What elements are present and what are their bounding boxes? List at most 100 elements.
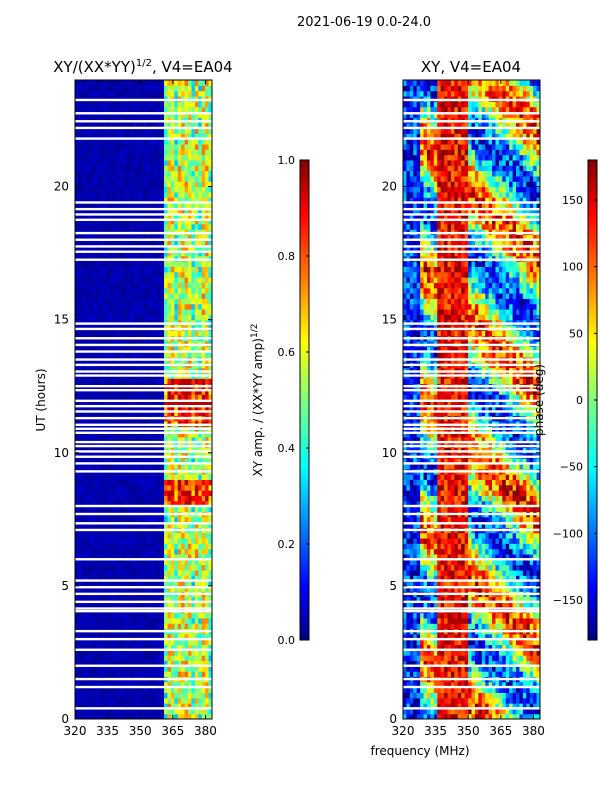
flagged-row — [75, 98, 212, 102]
heatmap-cell — [174, 553, 179, 560]
heatmap-cell — [167, 303, 172, 310]
heatmap-cell — [208, 298, 212, 305]
heatmap-cell — [177, 90, 182, 97]
heatmap-cell — [177, 665, 182, 672]
heatmap-cell — [75, 639, 80, 646]
heatmap-cell — [133, 234, 138, 241]
heatmap-cell — [116, 207, 121, 214]
heatmap-cell — [95, 207, 100, 214]
heatmap-cell — [88, 436, 93, 443]
heatmap-cell — [129, 197, 134, 204]
heatmap-cell — [98, 436, 103, 443]
heatmap-cell — [98, 234, 103, 241]
heatmap-cell — [126, 697, 131, 704]
heatmap-cell — [81, 90, 86, 97]
heatmap-cell — [160, 463, 165, 470]
heatmap-cell — [153, 399, 158, 406]
heatmap-cell — [198, 580, 203, 587]
heatmap-cell — [481, 708, 486, 715]
heatmap-cell — [95, 484, 100, 491]
heatmap-cell — [153, 127, 158, 134]
heatmap-cell — [102, 394, 107, 401]
heatmap-cell — [119, 101, 124, 108]
heatmap-cell — [81, 287, 86, 294]
heatmap-cell — [143, 277, 148, 283]
heatmap-cell — [188, 410, 193, 417]
heatmap-cell — [177, 585, 182, 592]
flagged-row — [75, 231, 212, 235]
heatmap-cell — [153, 133, 158, 140]
heatmap-cell — [170, 101, 175, 108]
heatmap-cell — [160, 308, 165, 315]
heatmap-cell — [174, 303, 179, 310]
heatmap-cell — [102, 569, 107, 576]
heatmap-cell — [150, 85, 155, 92]
heatmap-cell — [201, 532, 206, 539]
heatmap-cell — [92, 191, 97, 198]
heatmap-cell — [102, 165, 107, 172]
heatmap-cell — [153, 111, 158, 118]
heatmap-cell — [177, 495, 182, 502]
heatmap-cell — [201, 484, 206, 491]
heatmap-cell — [81, 346, 86, 353]
heatmap-cell — [413, 713, 418, 719]
heatmap-cell — [109, 202, 114, 209]
heatmap-cell — [167, 649, 172, 656]
heatmap-cell — [78, 569, 83, 576]
heatmap-cell — [119, 111, 124, 118]
heatmap-cell — [160, 521, 165, 528]
heatmap-cell — [201, 601, 206, 608]
heatmap-cell — [75, 649, 80, 656]
heatmap-cell — [126, 287, 131, 294]
heatmap-cell — [122, 553, 127, 560]
heatmap-cell — [133, 213, 138, 220]
heatmap-cell — [143, 506, 148, 512]
heatmap-cell — [153, 197, 158, 204]
heatmap-cell — [88, 175, 93, 182]
heatmap-cell — [194, 660, 199, 667]
heatmap-cell — [112, 687, 117, 693]
heatmap-cell — [140, 537, 145, 544]
heatmap-cell — [170, 596, 175, 603]
heatmap-cell — [88, 495, 93, 502]
heatmap-cell — [177, 692, 182, 699]
heatmap-cell — [85, 575, 90, 582]
heatmap-cell — [174, 138, 179, 145]
heatmap-cell — [177, 516, 182, 523]
heatmap-cell — [133, 633, 138, 640]
heatmap-cell — [170, 303, 175, 310]
heatmap-cell — [153, 223, 158, 230]
heatmap-cell — [177, 159, 182, 166]
heatmap-cell — [164, 282, 169, 289]
heatmap-cell — [177, 612, 182, 619]
heatmap-cell — [167, 90, 172, 97]
heatmap-cell — [177, 154, 182, 161]
heatmap-cell — [119, 207, 124, 214]
heatmap-cell — [109, 548, 114, 555]
heatmap-cell — [205, 165, 210, 172]
heatmap-cell — [177, 303, 182, 310]
heatmap-cell — [112, 346, 117, 353]
heatmap-cell — [102, 293, 107, 299]
heatmap-cell — [78, 404, 83, 411]
heatmap-cell — [170, 639, 175, 646]
heatmap-cell — [167, 660, 172, 667]
heatmap-cell — [78, 277, 83, 283]
heatmap-cell — [146, 127, 151, 134]
right-heatmap — [403, 80, 540, 719]
heatmap-cell — [153, 548, 158, 555]
heatmap-cell — [188, 564, 193, 571]
heatmap-cell — [126, 458, 131, 464]
heatmap-cell — [184, 213, 189, 220]
heatmap-cell — [150, 500, 155, 507]
heatmap-cell — [177, 346, 182, 353]
heatmap-cell — [92, 516, 97, 523]
heatmap-cell — [164, 521, 169, 528]
heatmap-cell — [205, 404, 210, 411]
heatmap-cell — [85, 271, 90, 278]
heatmap-cell — [174, 330, 179, 337]
heatmap-cell — [208, 378, 212, 385]
heatmap-cell — [177, 580, 182, 587]
heatmap-cell — [116, 490, 121, 496]
heatmap-cell — [191, 580, 196, 587]
